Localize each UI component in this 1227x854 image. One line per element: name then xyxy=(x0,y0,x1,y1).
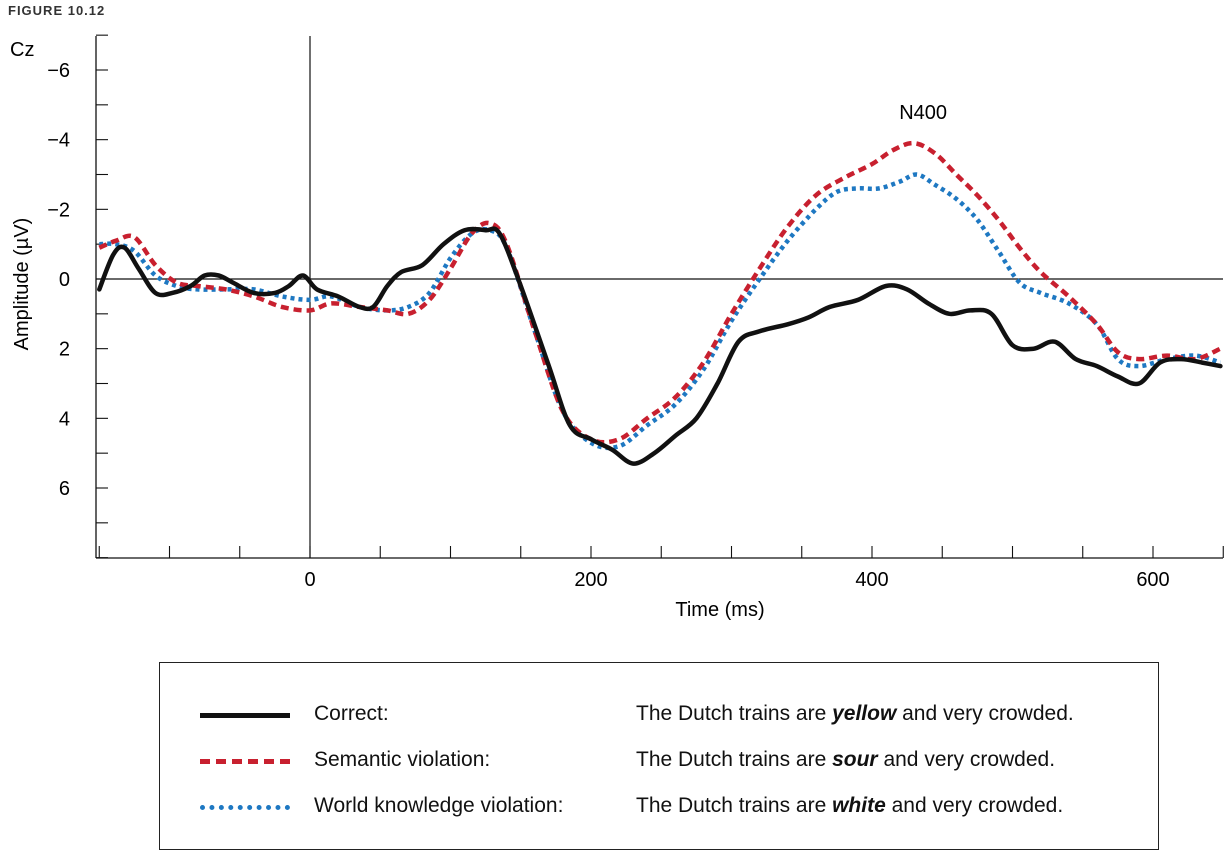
erp-chart: −6 −4 −2 0 2 4 6 0 200 400 600 Cz Time (ms) Amplit… xyxy=(10,34,1224,621)
legend-key-word: sour xyxy=(832,748,878,771)
y-tick-label: 6 xyxy=(59,478,70,500)
series-line-world-knowledge-violation xyxy=(99,172,1222,451)
chart-ticks: −6 −4 −2 0 2 4 6 0 200 400 600 xyxy=(47,34,1224,591)
x-tick-label: 0 xyxy=(304,569,315,591)
n400-annotation: N400 xyxy=(899,102,947,124)
y-tick-label: 0 xyxy=(59,269,70,291)
legend-name: Semantic violation: xyxy=(314,748,491,771)
chart-axes xyxy=(95,36,1223,559)
x-tick-label: 400 xyxy=(855,569,888,591)
legend: Correct: The Dutch trains are yellow and… xyxy=(159,662,1159,850)
legend-sentence: The Dutch trains are white and very crow… xyxy=(636,794,1064,817)
y-tick-label: −4 xyxy=(47,130,70,152)
legend-entry-world-knowledge: World knowledge violation: The Dutch tra… xyxy=(160,791,1158,821)
legend-sentence: The Dutch trains are yellow and very cro… xyxy=(636,702,1074,725)
legend-entry-semantic: Semantic violation: The Dutch trains are… xyxy=(160,745,1158,775)
electrode-label: Cz xyxy=(10,39,34,61)
y-axis-label: Amplitude (µV) xyxy=(11,218,33,351)
legend-name: World knowledge violation: xyxy=(314,794,564,817)
legend-key-word: white xyxy=(832,794,886,817)
legend-swatch-world-knowledge xyxy=(200,805,290,810)
legend-swatch-semantic xyxy=(200,759,290,764)
series-line-semantic-violation xyxy=(98,140,1222,445)
legend-entry-correct: Correct: The Dutch trains are yellow and… xyxy=(160,699,1158,729)
x-axis-label: Time (ms) xyxy=(675,599,764,621)
series-line-correct xyxy=(97,226,1223,466)
y-tick-label: −2 xyxy=(47,199,70,221)
figure-label: FIGURE 10.12 xyxy=(8,3,106,18)
legend-sentence: The Dutch trains are sour and very crowd… xyxy=(636,748,1056,771)
chart-series xyxy=(97,140,1223,466)
x-tick-label: 600 xyxy=(1136,569,1169,591)
y-tick-label: 2 xyxy=(59,339,70,361)
y-tick-label: −6 xyxy=(47,60,70,82)
legend-name: Correct: xyxy=(314,702,389,725)
y-tick-label: 4 xyxy=(59,408,70,430)
legend-swatch-correct xyxy=(200,713,290,718)
x-tick-label: 200 xyxy=(574,569,607,591)
legend-key-word: yellow xyxy=(832,702,897,725)
